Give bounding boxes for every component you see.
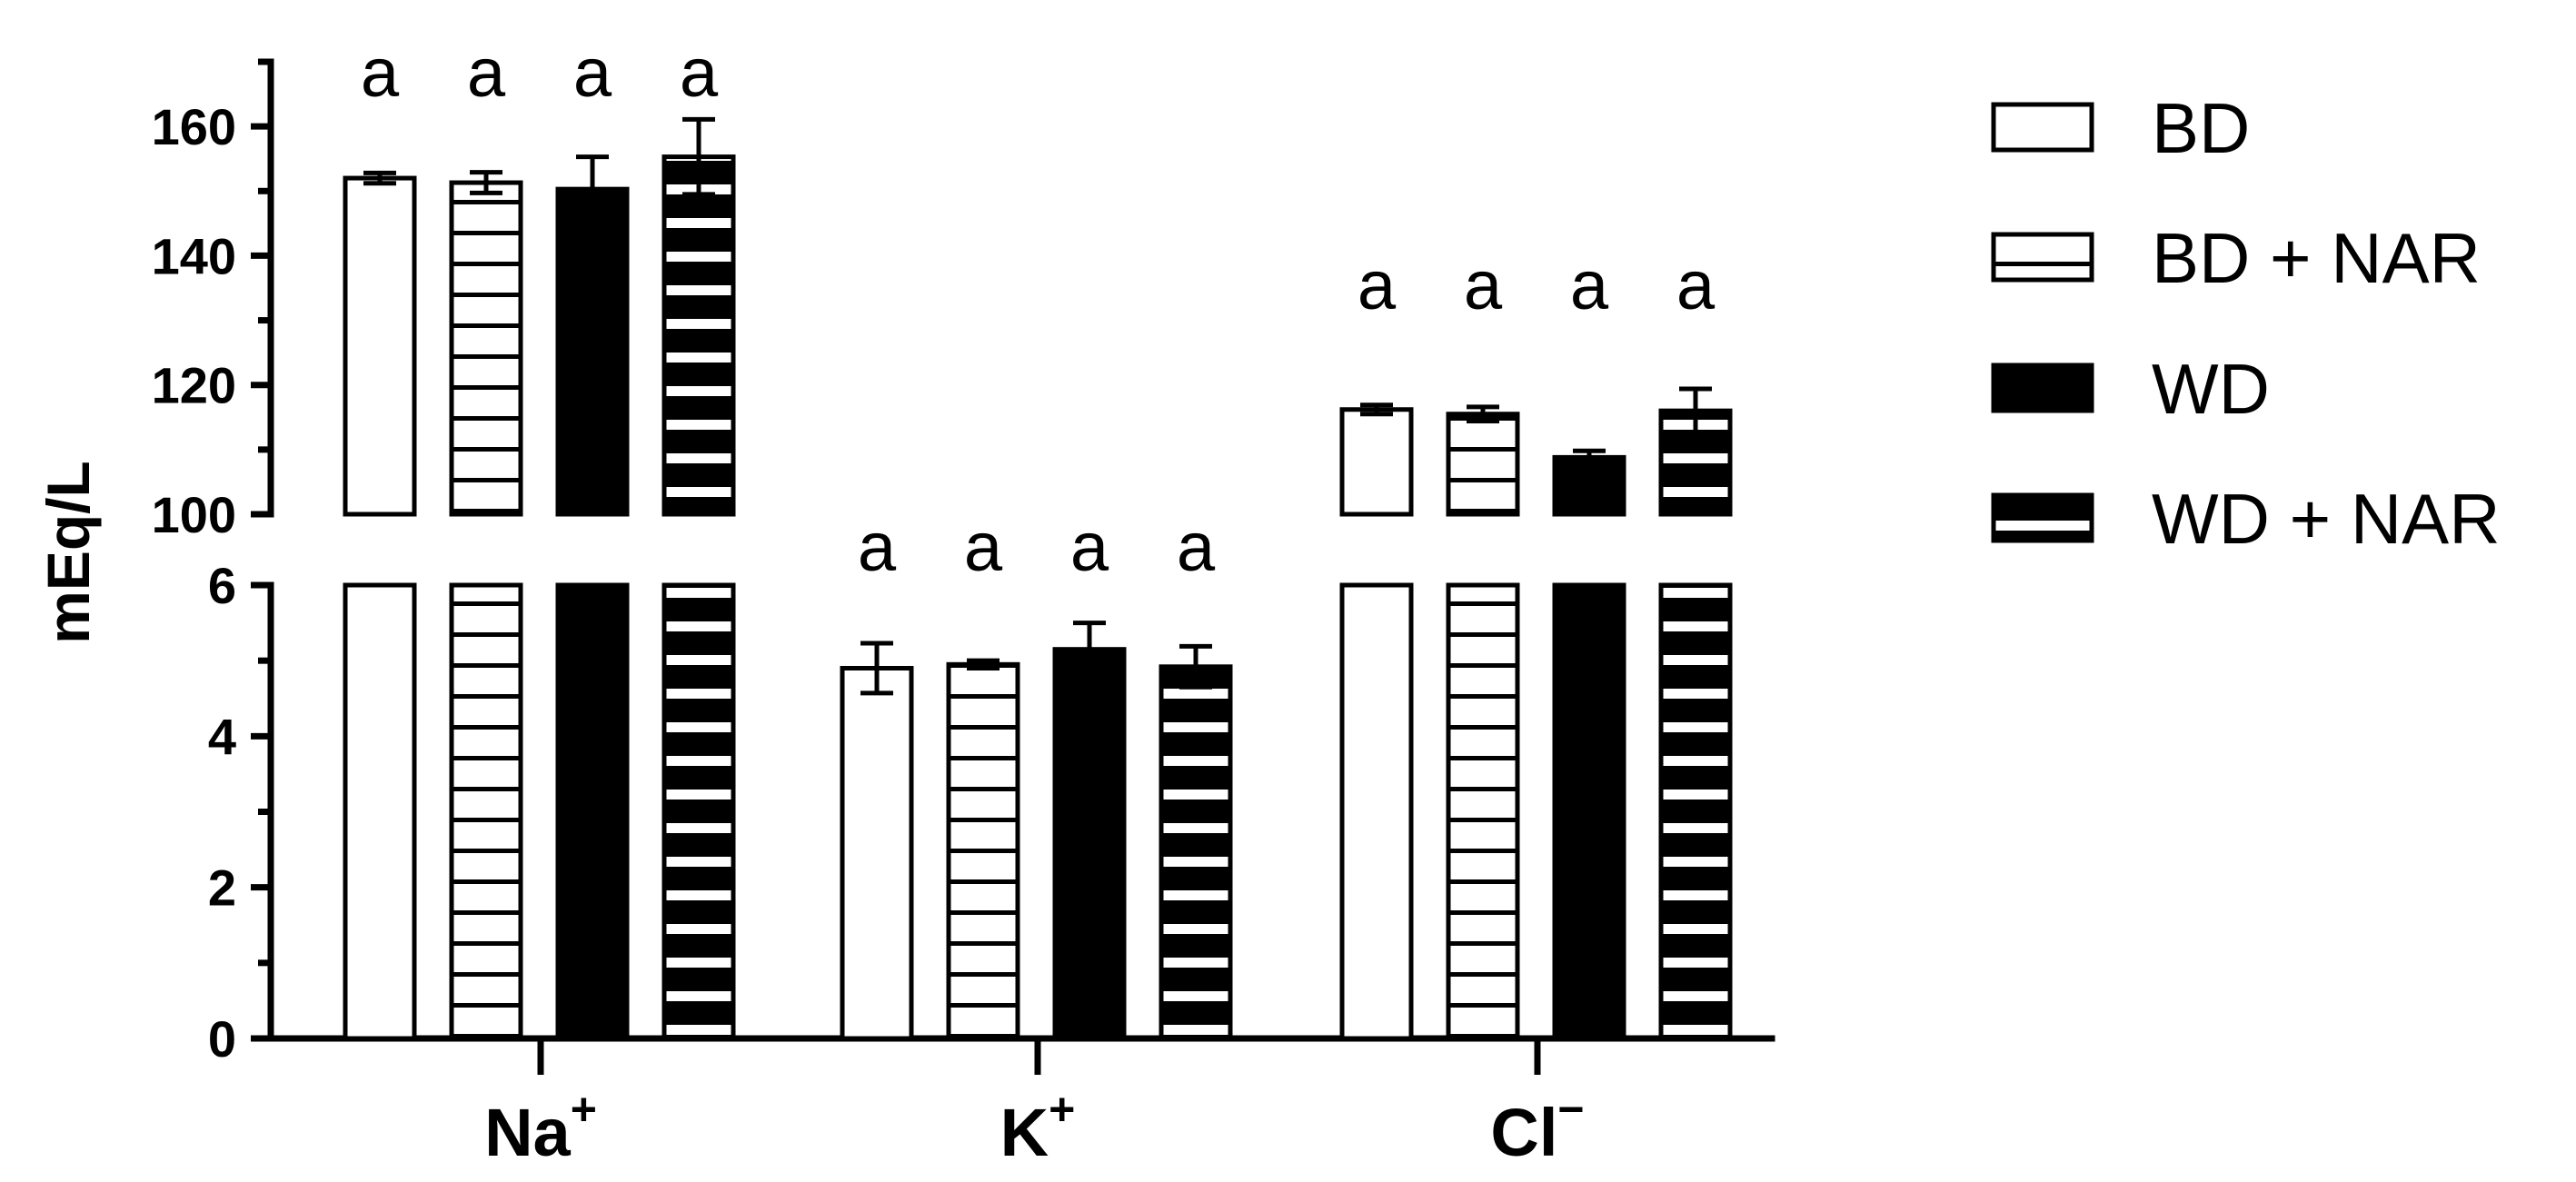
bars-layer: a a a aa a a aa a a a (343, 35, 1733, 1041)
bar-upper-segment (661, 154, 736, 517)
x-tick-label: K+ (1000, 1084, 1076, 1170)
significance-letter: a (1070, 509, 1109, 586)
bar-lower-segment (661, 582, 736, 1041)
bar (946, 661, 1020, 1041)
significance-letter: a (573, 35, 612, 112)
significance-letter: a (964, 509, 1003, 586)
bar-lower-segment (449, 582, 523, 1041)
bar-lower-segment (1552, 582, 1626, 1041)
legend-item: BD (1991, 88, 2250, 168)
significance-letter: a (467, 35, 506, 112)
y-tick-label: 2 (208, 859, 236, 917)
legend-swatch (1991, 492, 2094, 543)
y-tick-label: 4 (208, 708, 236, 765)
significance-letter: a (1177, 509, 1216, 586)
y-tick-label: 6 (208, 557, 236, 614)
significance-letter: a (1358, 247, 1397, 324)
significance-letter: a (858, 509, 897, 586)
bar (840, 665, 914, 1041)
y-tick-label: 100 (152, 486, 236, 543)
significance-letter: a (680, 35, 719, 112)
bar-group-item: a (343, 35, 417, 1041)
legend-item: WD (1991, 349, 2270, 429)
bar-group-item: a (840, 509, 914, 1041)
y-tick-label: 160 (152, 98, 236, 155)
bar-group-item: a (555, 35, 630, 1041)
bar-group-item: a (661, 35, 736, 1041)
y-tick-label: 120 (152, 357, 236, 414)
legend-item: BD + NAR (1991, 218, 2481, 298)
bar-group-item: a (946, 509, 1020, 1041)
legend: BD BD + NAR WD WD + NAR (1991, 88, 2501, 559)
legend-label: BD + NAR (2152, 218, 2481, 298)
bar-group-item: a (1052, 509, 1127, 1041)
significance-letter: a (1464, 247, 1503, 324)
bar (1052, 647, 1127, 1041)
bar-upper-segment (1552, 454, 1626, 517)
significance-letter: a (361, 35, 400, 112)
y-axis-title: mEq/L (35, 461, 102, 644)
legend-label: WD + NAR (2152, 479, 2501, 559)
bar-group-item: a (1159, 509, 1233, 1041)
bar-group-item: a (1552, 247, 1626, 1041)
bar-group-item: a (1658, 247, 1733, 1041)
bar-group-item: a (1339, 247, 1414, 1041)
bar-lower-segment (1446, 582, 1520, 1041)
legend-swatch (1991, 232, 2094, 283)
bar (1159, 664, 1233, 1041)
legend-label: BD (2152, 88, 2250, 168)
x-tick-labels: Na+ K+ Cl− (484, 1038, 1585, 1170)
bar-upper-segment (1446, 412, 1520, 517)
y-tick-label: 140 (152, 227, 236, 284)
legend-item: WD + NAR (1991, 479, 2501, 559)
legend-swatch (1991, 102, 2094, 153)
bar-upper-segment (1339, 407, 1414, 517)
bar-group-item: a (449, 35, 523, 1041)
y-tick-label: 0 (208, 1010, 236, 1068)
bar-upper-segment (449, 180, 523, 517)
significance-letter: a (1676, 247, 1716, 324)
bar-lower-segment (1339, 582, 1414, 1041)
bar-upper-segment (555, 186, 630, 517)
bar-lower-segment (555, 582, 630, 1041)
legend-label: WD (2152, 349, 2270, 429)
significance-letter: a (1570, 247, 1609, 324)
bar-upper-segment (343, 175, 417, 517)
bar-lower-segment (343, 582, 417, 1041)
legend-swatch (1991, 363, 2094, 413)
bar-group-item: a (1446, 247, 1520, 1041)
x-tick-label: Na+ (484, 1084, 597, 1170)
bar-lower-segment (1658, 582, 1733, 1041)
x-tick-label: Cl− (1490, 1084, 1584, 1170)
